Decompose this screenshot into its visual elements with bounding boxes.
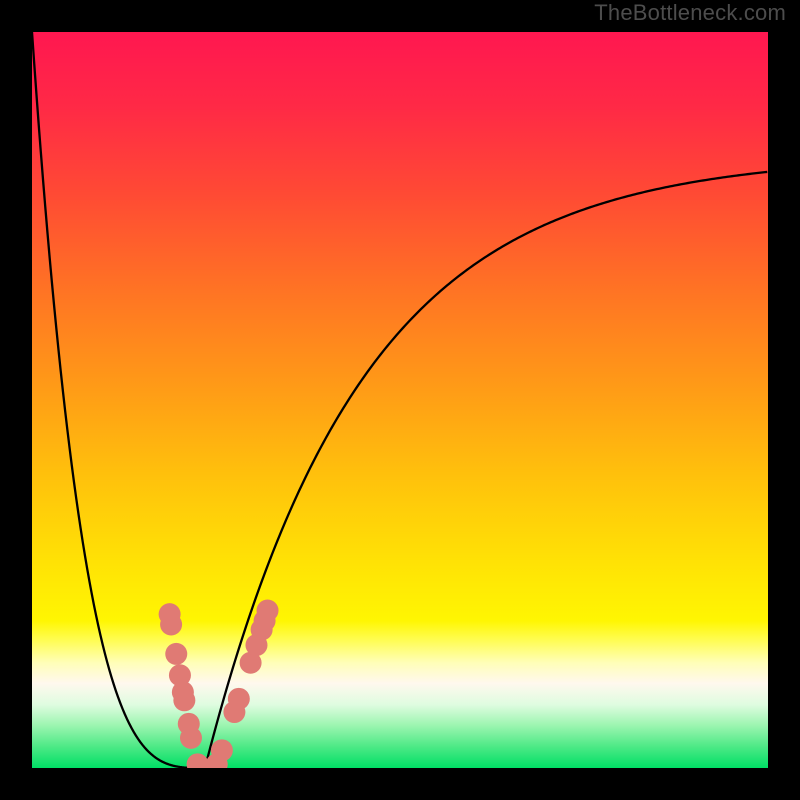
scatter-point xyxy=(228,688,250,710)
scatter-point xyxy=(211,739,233,761)
scatter-point xyxy=(180,727,202,749)
scatter-point xyxy=(257,600,279,622)
bottleneck-chart-svg xyxy=(0,0,800,800)
scatter-point xyxy=(173,689,195,711)
figure-container: TheBottleneck.com xyxy=(0,0,800,800)
scatter-point xyxy=(165,643,187,665)
plot-background xyxy=(32,32,768,768)
scatter-point xyxy=(160,613,182,635)
